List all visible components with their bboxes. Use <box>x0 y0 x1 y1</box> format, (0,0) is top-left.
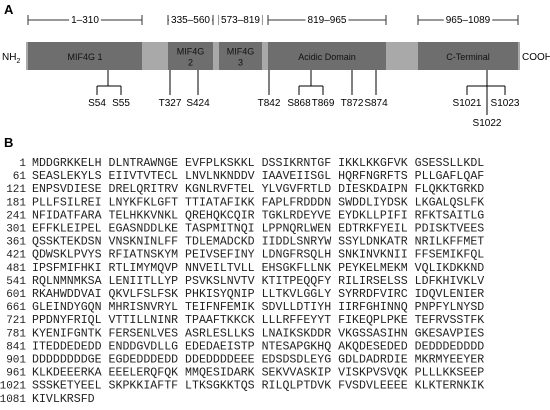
range-label: 819–965 <box>308 15 347 26</box>
sequence-row: QDWSKLPVYS RFIATNSKYM PEIVSEFINY LDNGFRS… <box>32 249 484 262</box>
domain-label: 2 <box>188 58 193 68</box>
residue-number: 361 <box>6 237 26 249</box>
site-label: S1023 <box>491 98 520 109</box>
residue-number: 241 <box>6 210 26 222</box>
range-label: 1–310 <box>71 15 99 26</box>
sequence-row: PPDNYFRIQL VTTILLNINR TPAAFTKKCK LLLRFFE… <box>32 314 484 327</box>
residue-number: 1021 <box>0 381 26 393</box>
range-gap <box>219 14 262 26</box>
range-gap <box>443 14 493 26</box>
residue-number: 961 <box>6 368 26 380</box>
domain-label: MIF4G 1 <box>67 52 102 62</box>
c-terminus: COOH <box>522 52 550 63</box>
residue-number: 181 <box>6 197 26 209</box>
site-label: T872 <box>341 98 364 109</box>
n-terminus: NH2 <box>2 52 20 65</box>
residue-number: 61 <box>13 171 27 183</box>
range-gap <box>305 14 349 26</box>
site-label: T869 <box>312 98 335 109</box>
residue-number: 481 <box>6 263 26 275</box>
domain <box>418 42 518 70</box>
residue-number: 121 <box>6 184 26 196</box>
residue-number: 601 <box>6 289 26 301</box>
domain <box>219 42 262 70</box>
domain-label: MIF4G <box>177 47 205 57</box>
residue-number: 901 <box>6 355 26 367</box>
site-label: S55 <box>112 98 130 109</box>
range-label: 573–819 <box>221 15 260 26</box>
range-gap <box>69 14 101 26</box>
sequence-row: KLKDEEERKA EEELERQFQK MMQESIDARK SEKVVAS… <box>32 367 484 380</box>
site-label: T327 <box>159 98 182 109</box>
n-terminus-sub: 2 <box>16 58 20 65</box>
domain <box>28 42 142 70</box>
domain-label: C-Terminal <box>446 52 490 62</box>
domain <box>168 42 213 70</box>
range-gap <box>169 14 212 26</box>
panel-label: A <box>4 2 14 17</box>
sequence-row: SEASLEKYLS EIIVTVTECL LNVLNKNDDV IAAVEII… <box>32 170 484 183</box>
sequence-row: EFFKLEIPEL EGASNDDLKE TASPMITNQI LPPNQRL… <box>32 223 484 236</box>
sequence-row: MDDGRKKELH DLNTRAWNGE EVFPLKSKKL DSSIKRN… <box>32 157 484 170</box>
residue-number: 1 <box>19 158 26 170</box>
sequence-row: ITEDDEDEDD ENDDGVDLLG EDEDAEISTP NTESAPG… <box>32 340 484 353</box>
site-label: S874 <box>364 98 388 109</box>
n-terminus-text: NH <box>2 52 16 63</box>
sequence-row: KIVLKRSFD <box>32 393 95 406</box>
sequence-row: PLLFSILREI LNYKFKLGFT TTIATAFIKK FAPLFRD… <box>32 196 484 209</box>
sequence-row: QSSKTEKDSN VNSKNINLFF TDLEMADCKD IIDDLSN… <box>32 236 484 249</box>
site-label: S54 <box>88 98 106 109</box>
site-label: S1021 <box>453 98 482 109</box>
residue-number: 301 <box>6 224 26 236</box>
range-label: 335–560 <box>171 15 210 26</box>
sequence-row: RKAHWDDVAI QKVLFSLFSK PHKISYQNIP LLTKVLG… <box>32 288 484 301</box>
site-label: S424 <box>186 98 210 109</box>
domain-label: Acidic Domain <box>298 52 356 62</box>
sequence-row: NFIDATFARA TELHKKVNKL QREHQKCQIR TGKLRDE… <box>32 209 484 222</box>
sequence-row: KYENIFGNTK FERSENLVES ASRLESLLKS LNAIKSK… <box>32 327 484 340</box>
site-label: T842 <box>258 98 281 109</box>
range-label: 965–1089 <box>446 15 491 26</box>
residue-number: 1081 <box>0 394 26 406</box>
residue-number: 721 <box>6 315 26 327</box>
sequence-row: SSSKETYEEL SKPKKIAFTF LTKSGKKTQS RILQLPT… <box>32 380 484 393</box>
residue-number: 841 <box>6 341 26 353</box>
domain-label: MIF4G <box>227 47 255 57</box>
site-label: S1022 <box>473 118 502 129</box>
sequence-row: GLEINDYGQN MHRISNVRYL TEIFNFEMIK SDVLLDT… <box>32 301 484 314</box>
site-label: S868 <box>287 98 311 109</box>
sequence-row: IPSFMIFHKI RTLIMYMQVP NNVEILTVLL EHSGKFL… <box>32 262 484 275</box>
sequence-row: DDDDDDDDGE EGDEDDDEDD DDEDDDDEEE EDSDSDL… <box>32 354 484 367</box>
residue-number: 421 <box>6 250 26 262</box>
residue-number: 661 <box>6 302 26 314</box>
residue-number: 781 <box>6 328 26 340</box>
domain-label: 3 <box>238 58 243 68</box>
sequence-row: ENPSVDIESE DRELQRITRV KGNLRVFTEL YLVGVFR… <box>32 183 484 196</box>
sequence-row: RQLNMNMKSA LENIITLLYP PSVKSLNVTV KTITPEQ… <box>32 275 484 288</box>
panel-label: B <box>4 135 13 150</box>
residue-number: 541 <box>6 276 26 288</box>
domain <box>268 42 386 70</box>
